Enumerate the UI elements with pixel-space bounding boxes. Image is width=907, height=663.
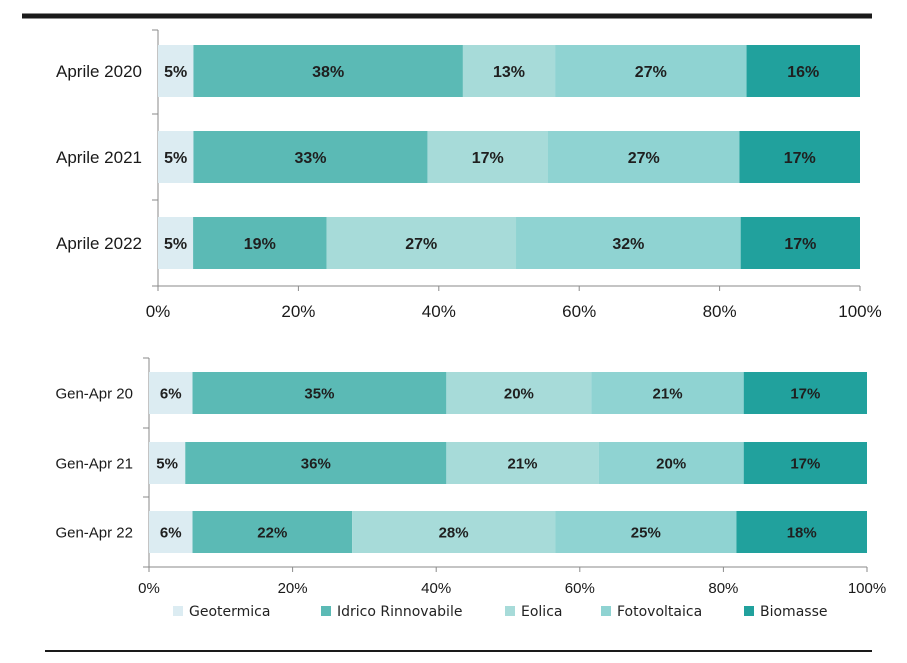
bar-geotermica-gen-apr-20	[149, 372, 193, 414]
bar-idrico-rinnovabile-gen-apr-20	[192, 372, 447, 414]
bar-geotermica-aprile-2022	[158, 217, 194, 269]
data-label-geotermica: 5%	[164, 236, 187, 253]
bar-fotovoltaica-gen-apr-22	[555, 511, 737, 553]
data-label-idrico-rinnovabile: 35%	[304, 385, 334, 402]
bar-biomasse-gen-apr-22	[736, 511, 867, 553]
bar-fotovoltaica-aprile-2020	[555, 45, 747, 97]
data-label-biomasse: 17%	[784, 150, 816, 167]
bar-fotovoltaica-gen-apr-20	[591, 372, 744, 414]
legend-label-geotermica: Geotermica	[189, 604, 270, 620]
bar-eolica-aprile-2021	[427, 131, 548, 183]
data-label-geotermica: 6%	[160, 385, 182, 402]
category-label-gen-apr-20: Gen-Apr 20	[55, 385, 133, 402]
x-tick-label: 60%	[562, 302, 596, 321]
x-tick-label: 40%	[422, 302, 456, 321]
legend-label-idrico-rinnovabile: Idrico Rinnovabile	[337, 604, 462, 620]
x-tick-label: 80%	[703, 302, 737, 321]
category-label-aprile-2021: Aprile 2021	[56, 148, 142, 167]
category-label-aprile-2022: Aprile 2022	[56, 234, 142, 253]
data-label-biomasse: 17%	[784, 236, 816, 253]
x-tick-label: 20%	[278, 580, 308, 597]
bar-fotovoltaica-gen-apr-21	[598, 442, 744, 484]
data-label-biomasse: 17%	[790, 385, 820, 402]
x-tick-label: 100%	[838, 302, 881, 321]
bar-geotermica-gen-apr-22	[149, 511, 193, 553]
bar-biomasse-aprile-2022	[740, 217, 860, 269]
legend-swatch-fotovoltaica	[601, 606, 611, 616]
data-label-eolica: 27%	[405, 236, 437, 253]
bar-biomasse-aprile-2020	[746, 45, 860, 97]
data-label-fotovoltaica: 20%	[656, 455, 686, 472]
data-label-geotermica: 5%	[164, 64, 187, 81]
x-tick-label: 40%	[421, 580, 451, 597]
data-label-fotovoltaica: 21%	[653, 385, 683, 402]
bar-idrico-rinnovabile-aprile-2022	[193, 217, 327, 269]
x-tick-label: 80%	[708, 580, 738, 597]
bar-fotovoltaica-aprile-2021	[548, 131, 740, 183]
legend-swatch-eolica	[505, 606, 515, 616]
legend-swatch-biomasse	[744, 606, 754, 616]
bar-idrico-rinnovabile-aprile-2021	[193, 131, 428, 183]
legend-label-fotovoltaica: Fotovoltaica	[617, 604, 702, 620]
bar-idrico-rinnovabile-gen-apr-21	[185, 442, 447, 484]
data-label-fotovoltaica: 25%	[631, 524, 661, 541]
data-label-idrico-rinnovabile: 36%	[301, 455, 331, 472]
data-label-idrico-rinnovabile: 19%	[244, 236, 276, 253]
bar-geotermica-aprile-2020	[158, 45, 194, 97]
category-label-gen-apr-22: Gen-Apr 22	[55, 524, 133, 541]
bar-geotermica-aprile-2021	[158, 131, 194, 183]
x-tick-label: 100%	[848, 580, 886, 597]
bar-eolica-gen-apr-21	[446, 442, 599, 484]
x-tick-label: 0%	[146, 302, 171, 321]
data-label-biomasse: 16%	[787, 64, 819, 81]
data-label-eolica: 13%	[493, 64, 525, 81]
data-label-eolica: 28%	[439, 524, 469, 541]
chart-aprile: 0% 20% 40% 60% 80% 100% Aprile 2020 5% 38% 13% 27%…	[56, 29, 882, 321]
data-label-fotovoltaica: 27%	[635, 64, 667, 81]
data-label-biomasse: 18%	[787, 524, 817, 541]
data-label-fotovoltaica: 27%	[628, 150, 660, 167]
data-label-eolica: 21%	[507, 455, 537, 472]
x-tick-label: 60%	[565, 580, 595, 597]
legend-label-biomasse: Biomasse	[760, 604, 827, 620]
data-label-idrico-rinnovabile: 38%	[312, 64, 344, 81]
legend-label-eolica: Eolica	[521, 604, 562, 620]
data-label-fotovoltaica: 32%	[612, 236, 644, 253]
data-label-biomasse: 17%	[790, 455, 820, 472]
legend-swatch-idrico-rinnovabile	[321, 606, 331, 616]
bar-biomasse-aprile-2021	[739, 131, 860, 183]
bar-biomasse-gen-apr-20	[743, 372, 867, 414]
bar-eolica-aprile-2022	[326, 217, 517, 269]
data-label-geotermica: 5%	[156, 455, 178, 472]
bar-eolica-gen-apr-20	[446, 372, 592, 414]
data-label-idrico-rinnovabile: 33%	[294, 150, 326, 167]
x-tick-label: 0%	[138, 580, 160, 597]
bar-eolica-aprile-2020	[462, 45, 556, 97]
category-label-aprile-2020: Aprile 2020	[56, 62, 142, 81]
legend: Geotermica Idrico Rinnovabile Eolica Fotovo…	[173, 604, 827, 620]
bar-geotermica-gen-apr-21	[149, 442, 186, 484]
data-label-eolica: 17%	[472, 150, 504, 167]
data-label-geotermica: 5%	[164, 150, 187, 167]
bar-biomasse-gen-apr-21	[743, 442, 867, 484]
x-tick-label: 20%	[281, 302, 315, 321]
data-label-eolica: 20%	[504, 385, 534, 402]
bar-fotovoltaica-aprile-2022	[516, 217, 741, 269]
bar-eolica-gen-apr-22	[352, 511, 556, 553]
bar-idrico-rinnovabile-aprile-2020	[193, 45, 463, 97]
bar-idrico-rinnovabile-gen-apr-22	[192, 511, 353, 553]
chart-gen-apr: 0% 20% 40% 60% 80% 100% Gen-Apr 20 6% 35% 20% 21% 1…	[55, 357, 886, 597]
legend-swatch-geotermica	[173, 606, 183, 616]
category-label-gen-apr-21: Gen-Apr 21	[55, 455, 133, 472]
data-label-idrico-rinnovabile: 22%	[257, 524, 287, 541]
data-label-geotermica: 6%	[160, 524, 182, 541]
